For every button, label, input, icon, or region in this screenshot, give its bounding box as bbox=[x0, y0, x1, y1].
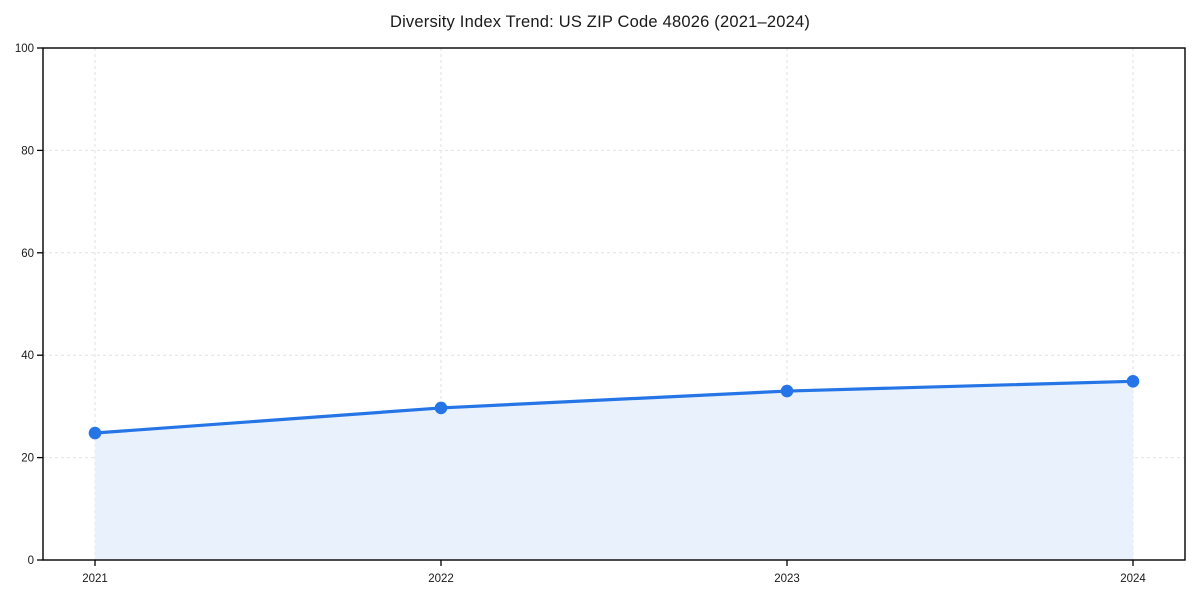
y-tick-label-60: 60 bbox=[21, 248, 34, 260]
x-tick-label-2022: 2022 bbox=[428, 573, 454, 585]
y-tick-label-100: 100 bbox=[15, 43, 34, 55]
data-point-2024 bbox=[1126, 375, 1140, 388]
plot-frame bbox=[42, 47, 1186, 561]
y-tick-label-80: 80 bbox=[21, 145, 34, 157]
y-tick-label-40: 40 bbox=[21, 350, 34, 362]
y-tick-label-0: 0 bbox=[28, 555, 34, 567]
x-tick-label-2024: 2024 bbox=[1120, 573, 1146, 585]
y-tick-label-20: 20 bbox=[21, 453, 34, 465]
data-point-2023 bbox=[780, 384, 794, 398]
data-point-2021 bbox=[88, 426, 102, 440]
data-point-2022 bbox=[434, 401, 448, 415]
trend-line bbox=[93, 379, 1135, 435]
chart-title: Diversity Index Trend: US ZIP Code 48026… bbox=[389, 13, 811, 31]
area-fill bbox=[95, 381, 1133, 560]
x-tick-label-2023: 2023 bbox=[774, 573, 800, 585]
x-tick-label-2021: 2021 bbox=[82, 573, 108, 585]
